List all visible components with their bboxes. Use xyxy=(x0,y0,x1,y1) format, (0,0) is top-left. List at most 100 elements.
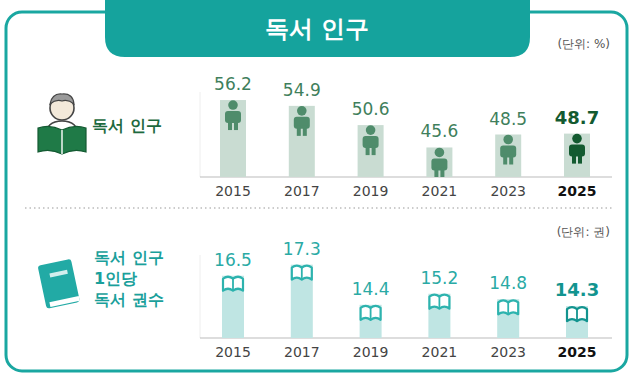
icon-book xyxy=(429,295,449,309)
icon-leg xyxy=(366,145,370,155)
icon-head xyxy=(435,148,445,158)
x-tick-label: 2015 xyxy=(215,183,251,199)
bar xyxy=(564,134,590,177)
icon-spine xyxy=(438,297,440,309)
icon-book xyxy=(223,277,243,291)
icon-book xyxy=(567,307,587,321)
marks xyxy=(222,265,588,338)
icon-body xyxy=(225,111,241,123)
bar-icon xyxy=(431,148,447,177)
icon-spine xyxy=(576,309,578,321)
icon-hair xyxy=(50,94,74,104)
x-tick-label: 2019 xyxy=(353,183,389,199)
header-title: 독서 인구 xyxy=(265,15,369,43)
bar-icon xyxy=(225,100,241,130)
bar-icon xyxy=(294,106,310,136)
icon-head xyxy=(572,134,582,144)
icon-leg xyxy=(228,120,232,130)
unit-label: (단위: 권) xyxy=(557,225,610,239)
bar xyxy=(291,265,313,338)
bar xyxy=(497,299,519,338)
chart-title: 독서 인구1인당독서 권수 xyxy=(94,248,164,309)
chart-title: 독서 인구 xyxy=(92,116,162,135)
title-line: 1인당 xyxy=(94,269,137,288)
icon-head xyxy=(297,106,307,116)
icon-book xyxy=(498,300,518,314)
bar-icon xyxy=(569,134,585,164)
icon-leg xyxy=(509,155,513,165)
y-axis-line xyxy=(200,255,201,338)
icon-body xyxy=(500,146,516,158)
icon-book xyxy=(292,266,312,280)
data-label: 16.5 xyxy=(214,250,252,270)
bar-icon xyxy=(223,277,243,291)
data-label: 56.2 xyxy=(214,74,252,94)
icon-leg xyxy=(372,145,376,155)
x-tick-label: 2015 xyxy=(215,344,251,360)
icon-leg xyxy=(440,167,444,177)
x-tick-label: 2025 xyxy=(558,344,597,360)
data-label: 54.9 xyxy=(283,80,321,100)
bar xyxy=(358,125,384,177)
data-label: 48.7 xyxy=(555,107,599,128)
icon-body xyxy=(294,117,310,129)
icon-spine xyxy=(301,268,303,280)
bar xyxy=(220,100,246,177)
x-tick-label: 2023 xyxy=(490,344,526,360)
bar-icon xyxy=(292,266,312,280)
data-label: 14.8 xyxy=(489,273,527,293)
x-tick-label: 2025 xyxy=(558,183,597,199)
chart-root: 독서 인구독서 인구(단위: %)56.254.950.645.648.548.… xyxy=(0,0,634,379)
icon-leg xyxy=(578,154,582,164)
icon-leg xyxy=(434,167,438,177)
reader-icon xyxy=(38,94,86,154)
chart-1: 독서 인구1인당독서 권수(단위: 권)16.517.314.415.214.8… xyxy=(94,225,612,360)
chart-0: 독서 인구 (단위: %) 56.2 54.9 50.6 45.6 48.5 48.7 2015… xyxy=(92,37,612,199)
bar-icon xyxy=(498,300,518,314)
bar xyxy=(360,305,382,338)
x-tick-label: 2023 xyxy=(490,183,526,199)
icon-leg xyxy=(234,120,238,130)
page: {"header": {"title": "독서 인구"}, "chart_da… xyxy=(0,0,634,379)
header-tab xyxy=(105,0,530,57)
icon-spine xyxy=(507,302,509,314)
icon-pages xyxy=(49,296,79,307)
bar-icon xyxy=(567,307,587,321)
icon-book xyxy=(38,126,86,154)
bar xyxy=(566,306,588,338)
x-tick-label: 2017 xyxy=(284,183,320,199)
bar xyxy=(428,294,450,338)
icon-body xyxy=(363,136,379,148)
book-icon xyxy=(38,259,80,309)
data-label: 14.4 xyxy=(352,279,390,299)
icon-leg xyxy=(297,126,301,136)
y-axis-line xyxy=(200,92,201,177)
marks xyxy=(220,100,590,177)
bar-icon xyxy=(500,135,516,165)
data-label: 48.5 xyxy=(489,109,527,129)
bar xyxy=(222,276,244,338)
data-label: 50.6 xyxy=(352,99,390,119)
icon-spine xyxy=(370,308,372,320)
icon-cover xyxy=(38,259,80,309)
icon-head xyxy=(366,125,376,135)
data-label: 14.3 xyxy=(555,279,599,300)
x-tick-label: 2017 xyxy=(284,344,320,360)
chart-svg: 독서 인구독서 인구(단위: %)56.254.950.645.648.548.… xyxy=(0,0,634,379)
icon-leg xyxy=(503,155,507,165)
icon-head xyxy=(228,100,238,110)
baseline xyxy=(200,338,612,339)
x-tick-label: 2021 xyxy=(422,183,458,199)
bar-icon xyxy=(361,306,381,320)
icon-body xyxy=(569,145,585,157)
bar-icon xyxy=(429,295,449,309)
title-line: 독서 권수 xyxy=(94,290,164,309)
bar xyxy=(289,106,315,177)
bar xyxy=(426,147,452,177)
unit-label: (단위: %) xyxy=(557,37,610,51)
frame xyxy=(6,12,627,371)
data-label: 45.6 xyxy=(420,121,458,141)
icon-leg xyxy=(303,126,307,136)
icon-leg xyxy=(572,154,576,164)
separator xyxy=(25,207,612,208)
